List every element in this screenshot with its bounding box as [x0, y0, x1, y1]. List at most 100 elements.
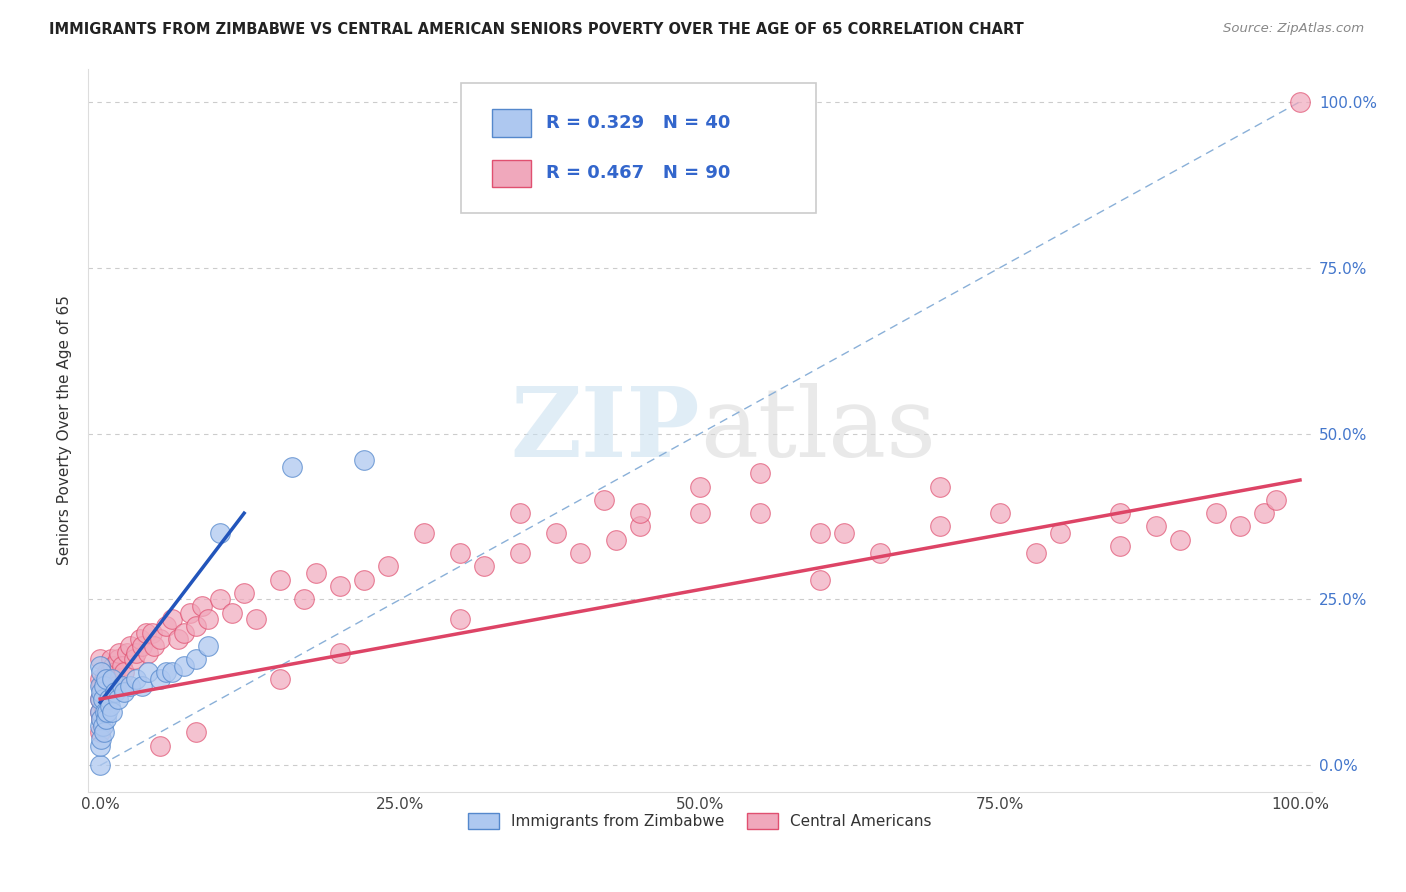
Text: R = 0.329   N = 40: R = 0.329 N = 40 — [546, 114, 730, 132]
Point — [103, 685, 125, 699]
Point — [94, 706, 117, 720]
Point — [353, 453, 375, 467]
Point — [1253, 506, 1275, 520]
Point — [89, 692, 111, 706]
Point — [689, 480, 711, 494]
Point — [179, 606, 201, 620]
Point — [120, 679, 142, 693]
Point — [173, 658, 195, 673]
Point — [329, 646, 352, 660]
Point — [90, 712, 112, 726]
Point — [197, 639, 219, 653]
Point — [245, 612, 267, 626]
Point — [136, 665, 159, 680]
Point — [233, 586, 256, 600]
Point — [93, 725, 115, 739]
Point — [808, 573, 831, 587]
Point — [1109, 506, 1132, 520]
FancyBboxPatch shape — [461, 83, 817, 213]
Text: atlas: atlas — [700, 384, 936, 477]
Point — [98, 698, 121, 713]
Point — [988, 506, 1011, 520]
Point — [120, 639, 142, 653]
Point — [292, 592, 315, 607]
Point — [329, 579, 352, 593]
Point — [353, 573, 375, 587]
Point — [131, 639, 153, 653]
Point — [94, 672, 117, 686]
Point — [149, 632, 172, 647]
Point — [112, 665, 135, 680]
Text: R = 0.467   N = 90: R = 0.467 N = 90 — [546, 164, 730, 183]
Point — [103, 665, 125, 680]
Point — [808, 526, 831, 541]
Point — [191, 599, 214, 614]
Point — [122, 652, 145, 666]
Point — [89, 652, 111, 666]
Y-axis label: Seniors Poverty Over the Age of 65: Seniors Poverty Over the Age of 65 — [58, 295, 72, 566]
Point — [197, 612, 219, 626]
Point — [131, 679, 153, 693]
Point — [143, 639, 166, 653]
Point — [90, 679, 112, 693]
Point — [90, 665, 112, 680]
Point — [1025, 546, 1047, 560]
Point — [91, 718, 114, 732]
Point — [89, 758, 111, 772]
Point — [89, 706, 111, 720]
Point — [929, 519, 952, 533]
Point — [97, 685, 120, 699]
Point — [149, 739, 172, 753]
Text: IMMIGRANTS FROM ZIMBABWE VS CENTRAL AMERICAN SENIORS POVERTY OVER THE AGE OF 65 : IMMIGRANTS FROM ZIMBABWE VS CENTRAL AMER… — [49, 22, 1024, 37]
Point — [209, 592, 232, 607]
Point — [160, 665, 183, 680]
Point — [89, 658, 111, 673]
Point — [269, 573, 291, 587]
Point — [160, 612, 183, 626]
Text: ZIP: ZIP — [510, 384, 700, 477]
Point — [413, 526, 436, 541]
Point — [136, 646, 159, 660]
Point — [125, 646, 148, 660]
Point — [173, 625, 195, 640]
Point — [186, 652, 208, 666]
Point — [107, 692, 129, 706]
Point — [101, 672, 124, 686]
Point — [89, 692, 111, 706]
Point — [689, 506, 711, 520]
Point — [89, 672, 111, 686]
Point — [749, 506, 772, 520]
Point — [108, 646, 131, 660]
Point — [98, 665, 121, 680]
Point — [104, 679, 127, 693]
Point — [221, 606, 243, 620]
Point — [91, 692, 114, 706]
Point — [1109, 540, 1132, 554]
Point — [97, 692, 120, 706]
Point — [89, 725, 111, 739]
Point — [91, 698, 114, 713]
Point — [112, 685, 135, 699]
Point — [107, 652, 129, 666]
Point — [125, 672, 148, 686]
Point — [569, 546, 592, 560]
Point — [93, 679, 115, 693]
Point — [149, 672, 172, 686]
Bar — [492, 160, 531, 187]
Point — [167, 632, 190, 647]
Point — [1144, 519, 1167, 533]
Point — [1168, 533, 1191, 547]
Point — [103, 658, 125, 673]
Point — [1229, 519, 1251, 533]
Point — [605, 533, 627, 547]
Point — [269, 672, 291, 686]
Point — [509, 506, 531, 520]
Point — [94, 679, 117, 693]
Point — [832, 526, 855, 541]
Point — [929, 480, 952, 494]
Point — [186, 725, 208, 739]
Bar — [492, 109, 531, 136]
Point — [1205, 506, 1227, 520]
Point — [96, 706, 118, 720]
Point — [111, 658, 134, 673]
